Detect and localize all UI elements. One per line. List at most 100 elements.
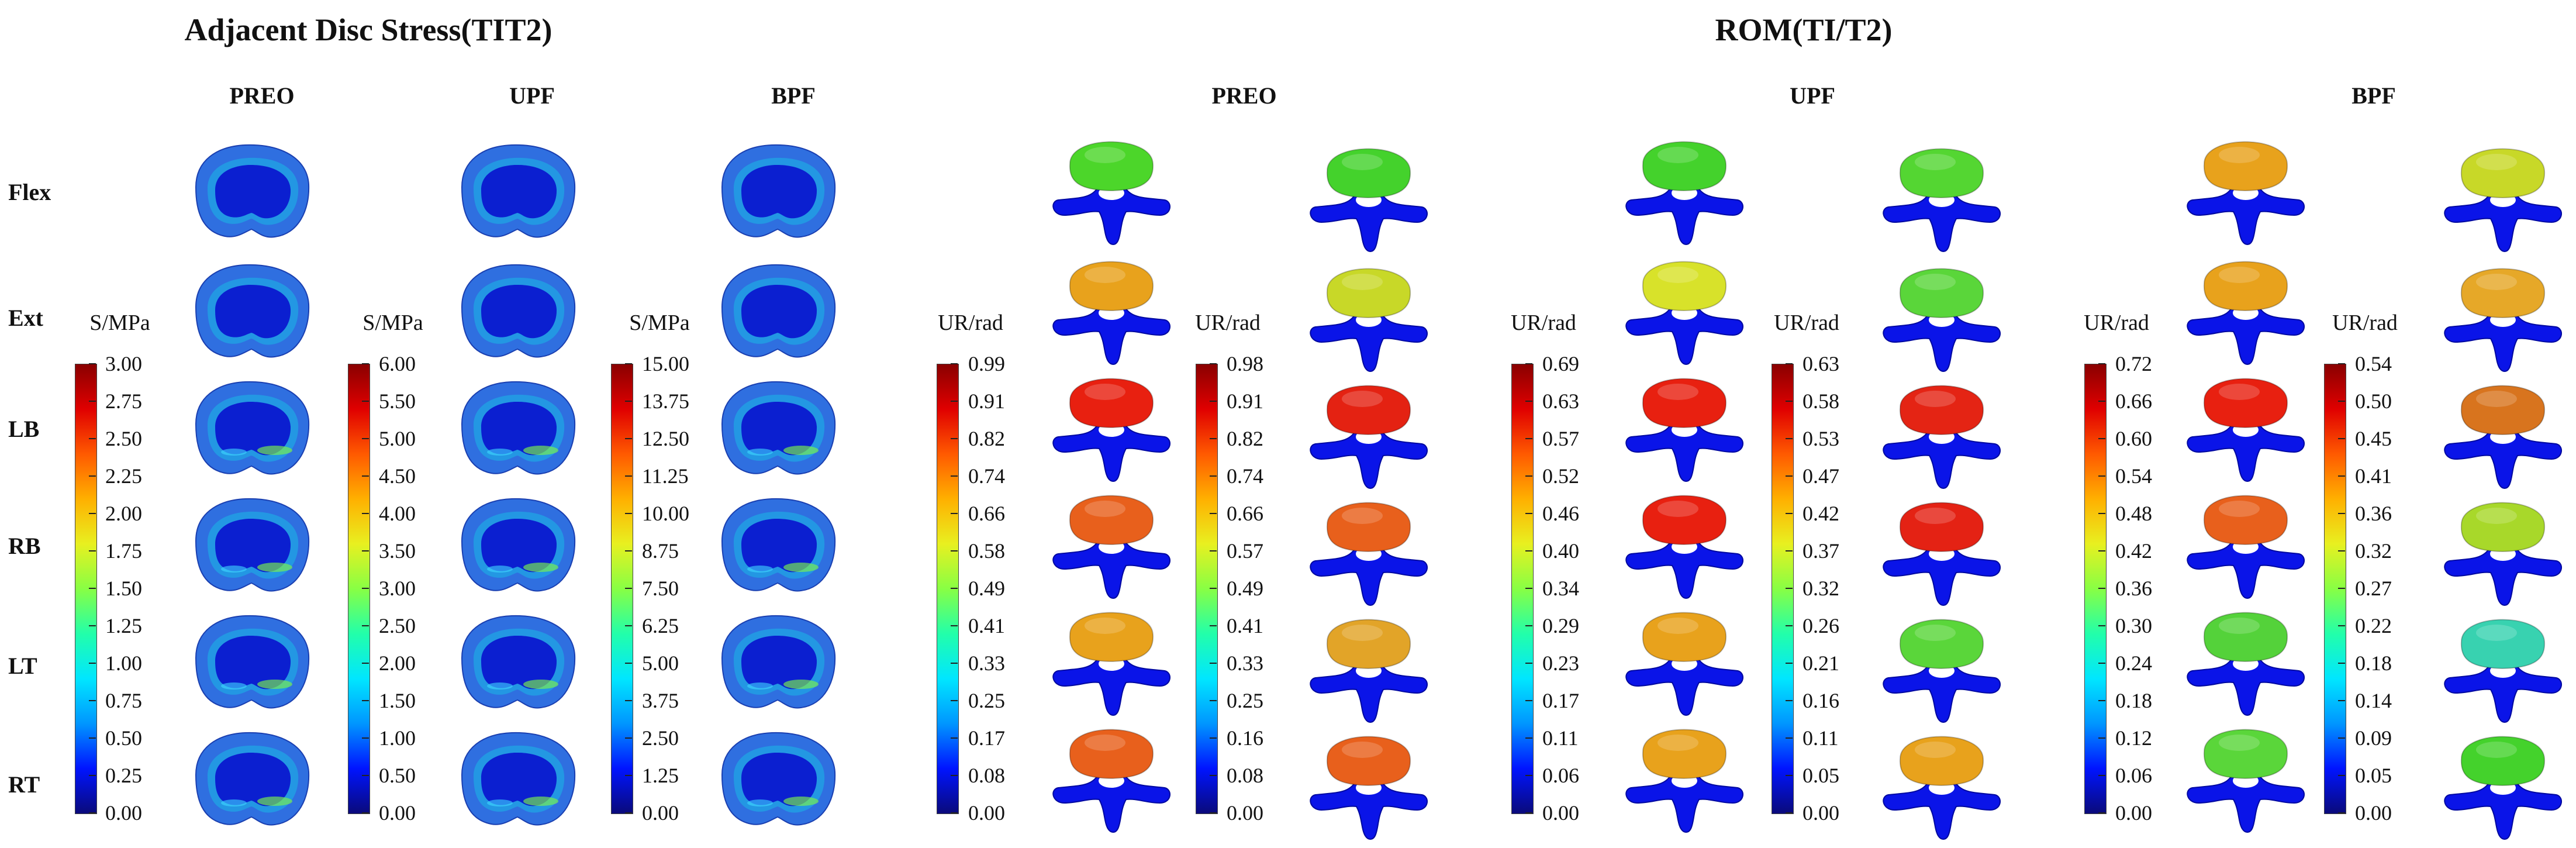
colorbar-tick-mark: [1525, 625, 1532, 626]
colorbar-tick-label: 0.98: [1227, 352, 1263, 375]
disc-nucleus: [481, 164, 557, 219]
vertebra-body: [2203, 261, 2288, 312]
colorbar-tick-label: 0.24: [2115, 651, 2152, 675]
colorbar-tick-label: 0.82: [968, 427, 1005, 450]
vertebra-posterior: [1625, 772, 1743, 833]
colorbar-tick-label: 0.42: [1802, 502, 1839, 525]
colorbar-tick-label: 12.50: [642, 427, 689, 450]
colorbar-tick-label: 0.66: [2115, 389, 2152, 413]
colorbar-tick-mark: [2098, 588, 2105, 589]
disc-nucleus: [481, 284, 557, 339]
colorbar-tick-label: 0.74: [968, 464, 1005, 488]
colorbar-tick-mark: [1210, 550, 1217, 551]
colorbar-tick-label: 0.18: [2115, 689, 2152, 712]
colorbar-tick-mark: [1210, 401, 1217, 402]
colorbar-tick-mark: [951, 812, 958, 813]
vertebra-body: [1642, 612, 1727, 663]
colorbar-tick-label: 0.47: [1802, 464, 1839, 488]
disc-model: [195, 381, 310, 475]
disc-model: [195, 615, 310, 709]
colorbar-tick-mark: [625, 812, 632, 813]
colorbar-tick-mark: [625, 513, 632, 514]
colorbar-tick-mark: [2098, 775, 2105, 776]
colorbar-tick-label: 15.00: [642, 352, 689, 375]
colorbar-tick-label: 0.49: [968, 577, 1005, 600]
colorbar-tick-label: 0.36: [2355, 502, 2392, 525]
colorbar-tick-label: 0.32: [2355, 539, 2392, 563]
colorbar-tick-mark: [362, 550, 369, 551]
vertebra-model: [1310, 502, 1428, 606]
disc-model: [461, 264, 576, 358]
colorbar-tick-label: 2.00: [105, 502, 142, 525]
vertebra-model: [1052, 378, 1170, 482]
row-label-lb: LB: [8, 416, 40, 442]
colorbar-tick-label: 2.50: [105, 427, 142, 450]
vertebra-body: [1326, 268, 1411, 319]
vertebra-posterior: [2187, 421, 2305, 482]
colorbar-tick-label: 1.75: [105, 539, 142, 563]
colorbar-tick-mark: [625, 700, 632, 701]
vertebra-model: [1310, 268, 1428, 372]
stress-col-preo: PREO: [229, 82, 295, 109]
vertebra-model: [1052, 261, 1170, 365]
colorbar-tick-label: 3.00: [105, 352, 142, 375]
colorbar-tick-label: 0.17: [1542, 689, 1579, 712]
vertebra-highlight: [1085, 501, 1125, 517]
colorbar-tick-mark: [2098, 737, 2105, 739]
vertebra-posterior: [1625, 655, 1743, 716]
colorbar-unit: S/MPa: [629, 311, 690, 335]
colorbar-tick-mark: [2098, 812, 2105, 813]
vertebra-posterior: [2187, 304, 2305, 365]
disc-model: [721, 498, 836, 592]
disc-model: [195, 264, 310, 358]
row-label-rt: RT: [8, 771, 40, 798]
colorbar-tick-label: 0.91: [1227, 389, 1263, 413]
vertebra-model: [1052, 495, 1170, 599]
disc-nucleus: [741, 284, 817, 339]
colorbar-unit: UR/rad: [1774, 311, 1839, 335]
colorbar-tick-mark: [1210, 438, 1217, 439]
vertebra-highlight: [1085, 384, 1125, 400]
colorbar-tick-label: 0.57: [1227, 539, 1263, 563]
colorbar-tick-mark: [951, 663, 958, 664]
rom-col-bpf: BPF: [2351, 82, 2396, 109]
colorbar-tick-label: 0.66: [968, 502, 1005, 525]
colorbar-tick-mark: [2098, 700, 2105, 701]
colorbar-tick-mark: [1210, 513, 1217, 514]
colorbar-tick-label: 0.33: [968, 651, 1005, 675]
colorbar-tick-mark: [1786, 401, 1793, 402]
colorbar-tick-mark: [362, 625, 369, 626]
vertebra-highlight: [2476, 391, 2517, 407]
colorbar-tick-mark: [1786, 663, 1793, 664]
colorbar-tick-mark: [2338, 588, 2345, 589]
vertebra-highlight: [2476, 508, 2517, 524]
colorbar-tick-label: 4.50: [379, 464, 416, 488]
colorbar-tick-mark: [1786, 363, 1793, 364]
vertebra-model: [1052, 729, 1170, 833]
disc-model: [721, 615, 836, 709]
vertebra-posterior: [1883, 779, 2001, 840]
vertebra-body: [1899, 619, 1984, 670]
colorbar-tick-label: 2.50: [379, 614, 416, 637]
colorbar-gradient: [75, 364, 97, 814]
colorbar-tick-mark: [1210, 775, 1217, 776]
vertebra-body: [2203, 378, 2288, 429]
colorbar-tick-mark: [1786, 812, 1793, 813]
vertebra-highlight: [1658, 501, 1698, 517]
colorbar-tick-label: 0.36: [2115, 577, 2152, 600]
vertebra-posterior: [2444, 311, 2562, 372]
colorbar-tick-mark: [362, 401, 369, 402]
vertebra-model: [2444, 148, 2562, 252]
vertebra-posterior: [1052, 184, 1170, 245]
colorbar-tick-label: 0.54: [2115, 464, 2152, 488]
disc-stress-patch: [523, 563, 558, 572]
colorbar-tick-mark: [1525, 475, 1532, 477]
colorbar-tick-label: 0.42: [2115, 539, 2152, 563]
disc-model: [461, 144, 576, 238]
vertebra-highlight: [1085, 147, 1125, 163]
vertebra-highlight: [1085, 618, 1125, 634]
colorbar-tick-label: 0.48: [2115, 502, 2152, 525]
colorbar-tick-mark: [1525, 363, 1532, 364]
vertebra-highlight: [1342, 742, 1383, 758]
vertebra-model: [2444, 736, 2562, 840]
